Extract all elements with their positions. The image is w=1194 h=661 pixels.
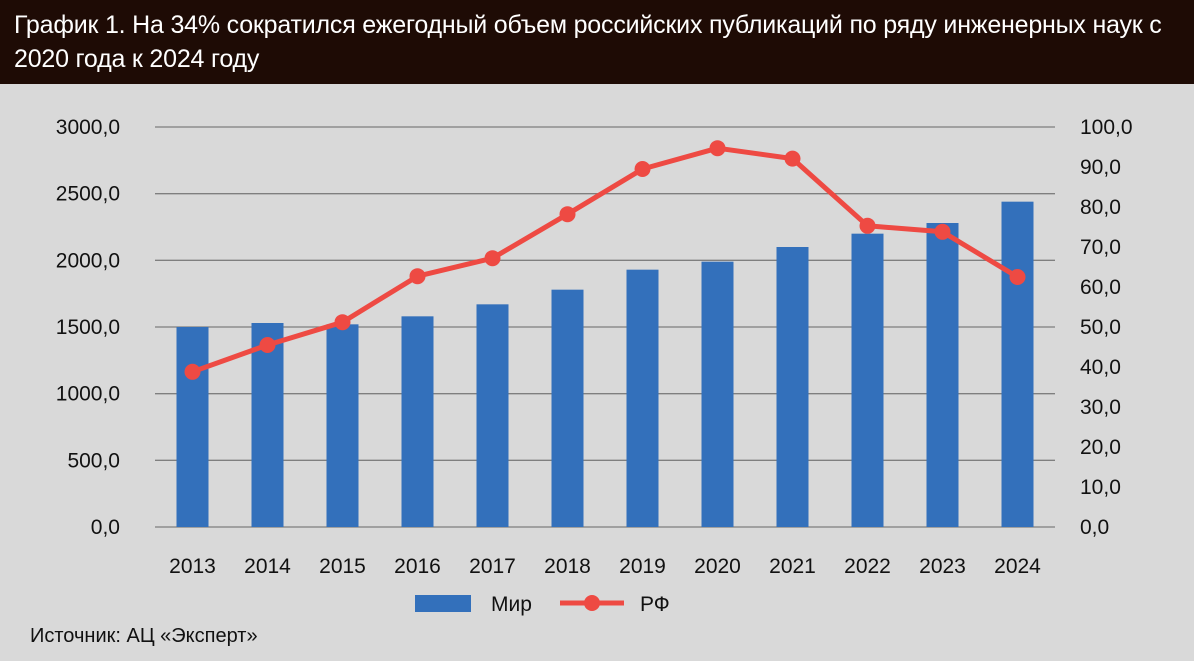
y-left-tick-label: 2500,0 [56, 183, 120, 206]
x-tick-label: 2016 [394, 555, 441, 578]
bar-mir [401, 316, 434, 527]
x-tick-label: 2022 [844, 555, 891, 578]
x-tick-label: 2023 [919, 555, 966, 578]
bar-mir [1001, 201, 1034, 527]
bar-mir [476, 304, 509, 527]
point-rf [1009, 269, 1026, 285]
point-rf [859, 217, 876, 234]
chart-title: График 1. На 34% сократился ежегодный об… [14, 11, 1162, 73]
x-tick-label: 2013 [169, 555, 216, 578]
bar-mir [851, 233, 884, 527]
y-left-tick-label: 3000,0 [56, 116, 120, 139]
y-left-tick-label: 0,0 [91, 516, 120, 539]
y-right-tick-label: 80,0 [1080, 196, 1121, 219]
point-rf [259, 337, 276, 353]
x-axis: 2013 2014 2015 2016 2017 2018 2019 2020 2021 2022… [169, 555, 1041, 578]
y-left-tick-label: 1500,0 [56, 316, 120, 339]
y-right-tick-label: 10,0 [1080, 476, 1121, 499]
legend-swatch-mir [415, 595, 471, 612]
bar-mir [926, 223, 959, 527]
bar-mir [326, 324, 359, 527]
point-rf [709, 140, 726, 157]
bar-mir [701, 261, 734, 527]
x-tick-label: 2019 [619, 555, 666, 578]
point-rf [334, 314, 351, 331]
y-right-tick-label: 70,0 [1080, 236, 1121, 259]
legend: Мир РФ [415, 593, 670, 616]
y-axis-left: 0,0 500,0 1000,0 1500,0 2000,0 2500,0 3000,0 [56, 116, 120, 539]
y-left-tick-label: 500,0 [67, 449, 120, 472]
point-rf [784, 150, 801, 167]
y-axis-right: 0,0 10,0 20,0 30,0 40,0 50,0 60,0 70,0 80,0 90,0 1… [1080, 116, 1133, 539]
x-tick-label: 2018 [544, 555, 591, 578]
legend-label-mir: Мир [491, 593, 532, 616]
bar-mir [776, 247, 809, 527]
line-path-rf [190, 145, 1020, 375]
legend-label-rf: РФ [640, 593, 670, 616]
point-rf [184, 363, 201, 380]
y-right-tick-label: 100,0 [1080, 116, 1133, 139]
y-right-tick-label: 20,0 [1080, 436, 1121, 459]
bar-mir [176, 327, 209, 527]
x-tick-label: 2020 [694, 555, 741, 578]
y-right-tick-label: 0,0 [1080, 516, 1109, 539]
y-right-tick-label: 90,0 [1080, 156, 1121, 179]
point-rf [934, 223, 951, 240]
y-right-tick-label: 60,0 [1080, 276, 1121, 299]
chart-header: График 1. На 34% сократился ежегодный об… [0, 0, 1194, 84]
y-left-tick-label: 1000,0 [56, 383, 120, 406]
x-tick-label: 2017 [469, 555, 516, 578]
x-tick-label: 2021 [769, 555, 816, 578]
gridlines [155, 126, 1055, 528]
legend-marker-rf [584, 595, 600, 611]
y-left-tick-label: 2000,0 [56, 249, 120, 272]
x-tick-label: 2024 [994, 555, 1041, 578]
bars-series-mir [176, 201, 1034, 527]
bar-mir [551, 289, 584, 527]
x-tick-label: 2015 [319, 555, 366, 578]
source-note: Источник: АЦ «Эксперт» [30, 625, 258, 647]
point-rf [634, 161, 651, 177]
y-right-tick-label: 40,0 [1080, 356, 1121, 379]
point-rf [559, 206, 576, 223]
point-rf [409, 268, 426, 285]
point-rf [484, 250, 501, 267]
combo-chart: 0,0 500,0 1000,0 1500,0 2000,0 2500,0 3000,0 0… [56, 116, 1133, 616]
bar-mir [626, 269, 659, 527]
y-right-tick-label: 50,0 [1080, 316, 1121, 339]
y-right-tick-label: 30,0 [1080, 396, 1121, 419]
line-series-rf [184, 140, 1026, 380]
bar-mir [251, 323, 284, 527]
x-tick-label: 2014 [244, 555, 291, 578]
